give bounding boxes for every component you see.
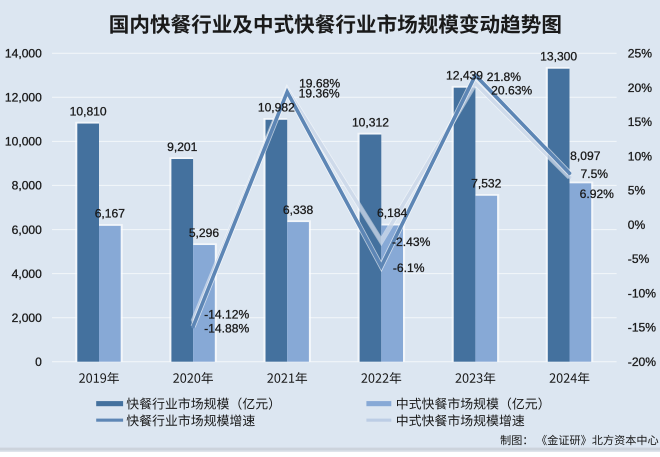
svg-text:13,300: 13,300 — [540, 49, 577, 63]
svg-text:14,000: 14,000 — [5, 47, 42, 61]
svg-text:19.68%: 19.68% — [299, 77, 340, 91]
svg-text:10,982: 10,982 — [258, 101, 295, 115]
svg-text:8,000: 8,000 — [12, 179, 43, 193]
svg-text:-6.1%: -6.1% — [393, 261, 425, 275]
svg-text:12,439: 12,439 — [446, 68, 483, 82]
svg-text:19.36%: 19.36% — [299, 87, 340, 101]
svg-text:2,000: 2,000 — [12, 311, 43, 325]
svg-text:0: 0 — [35, 355, 42, 369]
svg-text:10,000: 10,000 — [5, 135, 42, 149]
svg-text:5%: 5% — [628, 184, 646, 198]
svg-text:-15%: -15% — [628, 321, 656, 335]
svg-text:-10%: -10% — [628, 286, 656, 300]
svg-text:25%: 25% — [628, 47, 652, 61]
svg-text:6,184: 6,184 — [377, 206, 408, 220]
svg-text:4,000: 4,000 — [12, 267, 43, 281]
svg-text:20.63%: 20.63% — [491, 84, 532, 98]
svg-text:9,201: 9,201 — [167, 140, 198, 154]
svg-text:8,097: 8,097 — [570, 149, 601, 163]
svg-text:-2.43%: -2.43% — [392, 235, 431, 249]
svg-text:6,338: 6,338 — [283, 203, 314, 217]
svg-text:20%: 20% — [628, 81, 652, 95]
svg-text:-14.12%: -14.12% — [204, 307, 249, 321]
svg-text:10,312: 10,312 — [352, 115, 389, 129]
svg-text:7,532: 7,532 — [471, 177, 502, 191]
svg-text:7.5%: 7.5% — [581, 167, 609, 181]
svg-text:10%: 10% — [628, 149, 652, 163]
svg-text:-5%: -5% — [628, 252, 650, 266]
svg-text:5,296: 5,296 — [189, 226, 220, 240]
svg-text:21.8%: 21.8% — [487, 70, 522, 84]
svg-text:6.92%: 6.92% — [580, 187, 615, 201]
svg-text:-14.88%: -14.88% — [204, 322, 249, 336]
svg-text:0%: 0% — [628, 218, 646, 232]
svg-text:10,810: 10,810 — [70, 104, 107, 118]
svg-text:12,000: 12,000 — [5, 91, 42, 105]
svg-text:6,167: 6,167 — [95, 207, 126, 221]
svg-text:15%: 15% — [628, 115, 652, 129]
svg-text:6,000: 6,000 — [12, 223, 43, 237]
svg-text:-20%: -20% — [628, 355, 656, 369]
